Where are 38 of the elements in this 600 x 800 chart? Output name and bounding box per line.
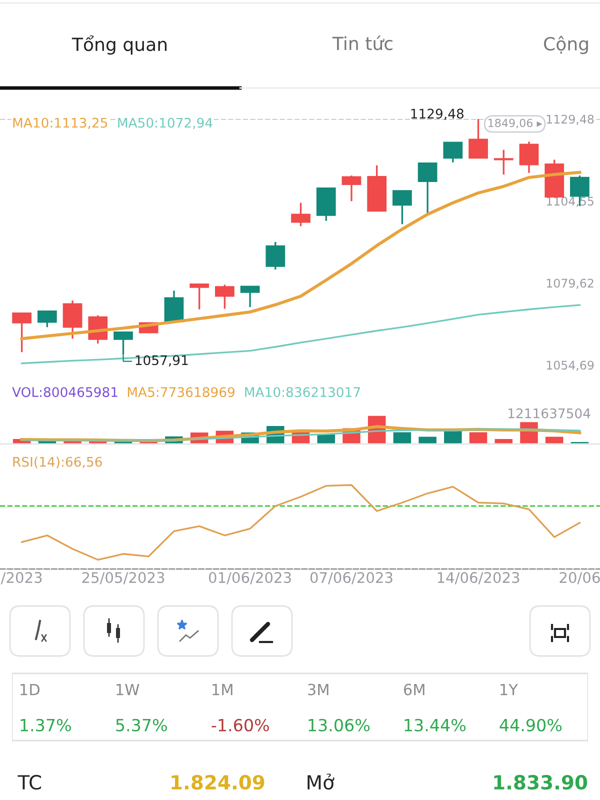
annotation: 1129,48	[411, 108, 464, 120]
x-tick-label: 25/05/2023	[82, 572, 164, 584]
annotation: 1057,91	[136, 355, 188, 367]
data-label: 13.06%	[308, 718, 370, 732]
y-tick-label: 1129,48	[546, 114, 594, 125]
data-label: 5.37%	[116, 718, 167, 732]
data-label: 13.44%	[404, 718, 466, 732]
text: VOL:800465981	[12, 387, 118, 398]
data-label: 1.37%	[20, 718, 71, 732]
data-label: 44.90%	[500, 718, 562, 732]
text: Mở	[308, 774, 334, 790]
text: MA10:1113,25	[13, 118, 108, 130]
text: Tổng quan	[72, 35, 167, 55]
text: 1.833.90	[494, 774, 588, 790]
text: MA5:773618969	[128, 387, 234, 398]
annotation: 1211637504	[508, 408, 590, 418]
x-tick-label: 14/06/2023	[438, 572, 520, 584]
text: Tin tức	[332, 36, 392, 50]
text: TC	[18, 774, 42, 790]
y-tick-label: 1054,69	[546, 360, 594, 371]
category-label: 3M	[308, 684, 328, 696]
annotation: 1849,06 ▸	[488, 118, 542, 128]
category-label: 6M	[404, 684, 424, 696]
category-label: 1Y	[500, 684, 518, 696]
x-tick-label: 01/06/2023	[208, 572, 291, 584]
text: 1.824.09	[172, 774, 264, 790]
x-tick-label: 07/06/2023	[310, 572, 392, 584]
data-label: -1.60%	[212, 718, 269, 732]
text: RSI(14):66,56	[13, 456, 102, 468]
x-tick-label: 20/06	[560, 572, 600, 584]
category-label: 1M	[212, 684, 232, 696]
category-label: 1W	[116, 684, 140, 696]
text: MA50:1072,94	[118, 118, 212, 130]
category-label: 1D	[20, 684, 40, 696]
x-tick-label: /2023	[0, 572, 42, 584]
y-tick-label: 1079,62	[546, 278, 594, 289]
text: MA10:836213017	[245, 387, 360, 398]
text: Cộng	[544, 36, 588, 54]
